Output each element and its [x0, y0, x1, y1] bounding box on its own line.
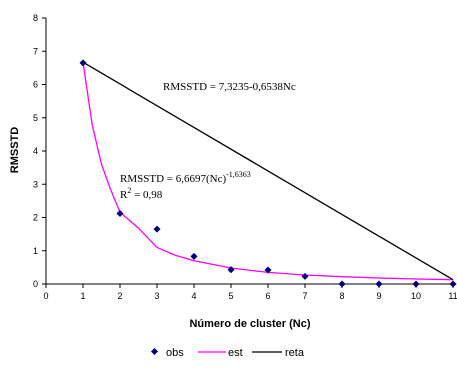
legend-obs-label: obs [166, 347, 184, 359]
markers-layer [79, 59, 457, 288]
x-tick-label: 3 [154, 291, 159, 301]
data-point-obs [412, 280, 420, 288]
x-axis-title: Número de cluster (Nc) [189, 318, 310, 330]
y-axis-ticks: 0 1 2 3 4 5 6 7 8 [33, 13, 46, 289]
y-tick-label: 5 [33, 113, 38, 123]
r-squared-symbol: R [120, 189, 128, 201]
data-point-obs [153, 225, 161, 233]
x-tick-label: 1 [80, 291, 85, 301]
data-point-obs [449, 280, 457, 288]
data-point-obs [116, 209, 124, 218]
series-reta-line [82, 61, 454, 281]
legend-obs-marker [150, 347, 159, 356]
x-tick-label: 2 [117, 291, 122, 301]
power-equation-label: RMSSTD = 6,6697(Nc)-1,6363 [120, 170, 251, 185]
data-point-obs [375, 280, 383, 288]
y-tick-label: 0 [33, 279, 38, 289]
x-tick-label: 6 [265, 291, 270, 301]
y-tick-label: 2 [33, 213, 38, 223]
x-tick-label: 10 [411, 291, 421, 301]
x-axis-ticks: 0 1 2 3 4 5 6 7 8 9 10 11 [43, 284, 457, 301]
x-tick-label: 11 [448, 291, 457, 301]
x-tick-label: 7 [302, 291, 307, 301]
x-tick-label: 0 [43, 291, 48, 301]
x-tick-label: 5 [228, 291, 233, 301]
data-point-obs [338, 280, 346, 288]
r-squared-label: R2 = 0,98 [120, 186, 163, 201]
series-layer [82, 61, 454, 281]
series-est-line [82, 62, 454, 281]
x-tick-label: 4 [191, 291, 196, 301]
r-squared-value: = 0,98 [131, 189, 162, 201]
data-point-obs [264, 266, 272, 274]
x-tick-label: 9 [376, 291, 381, 301]
y-tick-label: 1 [33, 246, 38, 256]
y-tick-label: 6 [33, 80, 38, 90]
data-point-obs [190, 252, 198, 260]
linear-equation-label: RMSSTD = 7,3235-0,6538Nc [163, 81, 296, 93]
legend-est-label: est [228, 347, 243, 359]
power-equation-base: RMSSTD = 6,6697(Nc) [120, 173, 226, 185]
y-tick-label: 8 [33, 13, 38, 23]
y-tick-label: 7 [33, 46, 38, 56]
data-point-obs [79, 59, 87, 67]
y-tick-label: 3 [33, 179, 38, 189]
x-tick-label: 8 [339, 291, 344, 301]
legend: obs est reta [150, 347, 305, 359]
data-point-obs [227, 266, 235, 274]
legend-reta-label: reta [285, 347, 305, 359]
r-squared-exponent: 2 [127, 186, 131, 195]
data-point-obs [301, 272, 309, 280]
y-axis-title: RMSSTD [9, 127, 21, 174]
y-tick-label: 4 [33, 146, 38, 156]
power-equation-exponent: -1,6363 [226, 170, 251, 179]
